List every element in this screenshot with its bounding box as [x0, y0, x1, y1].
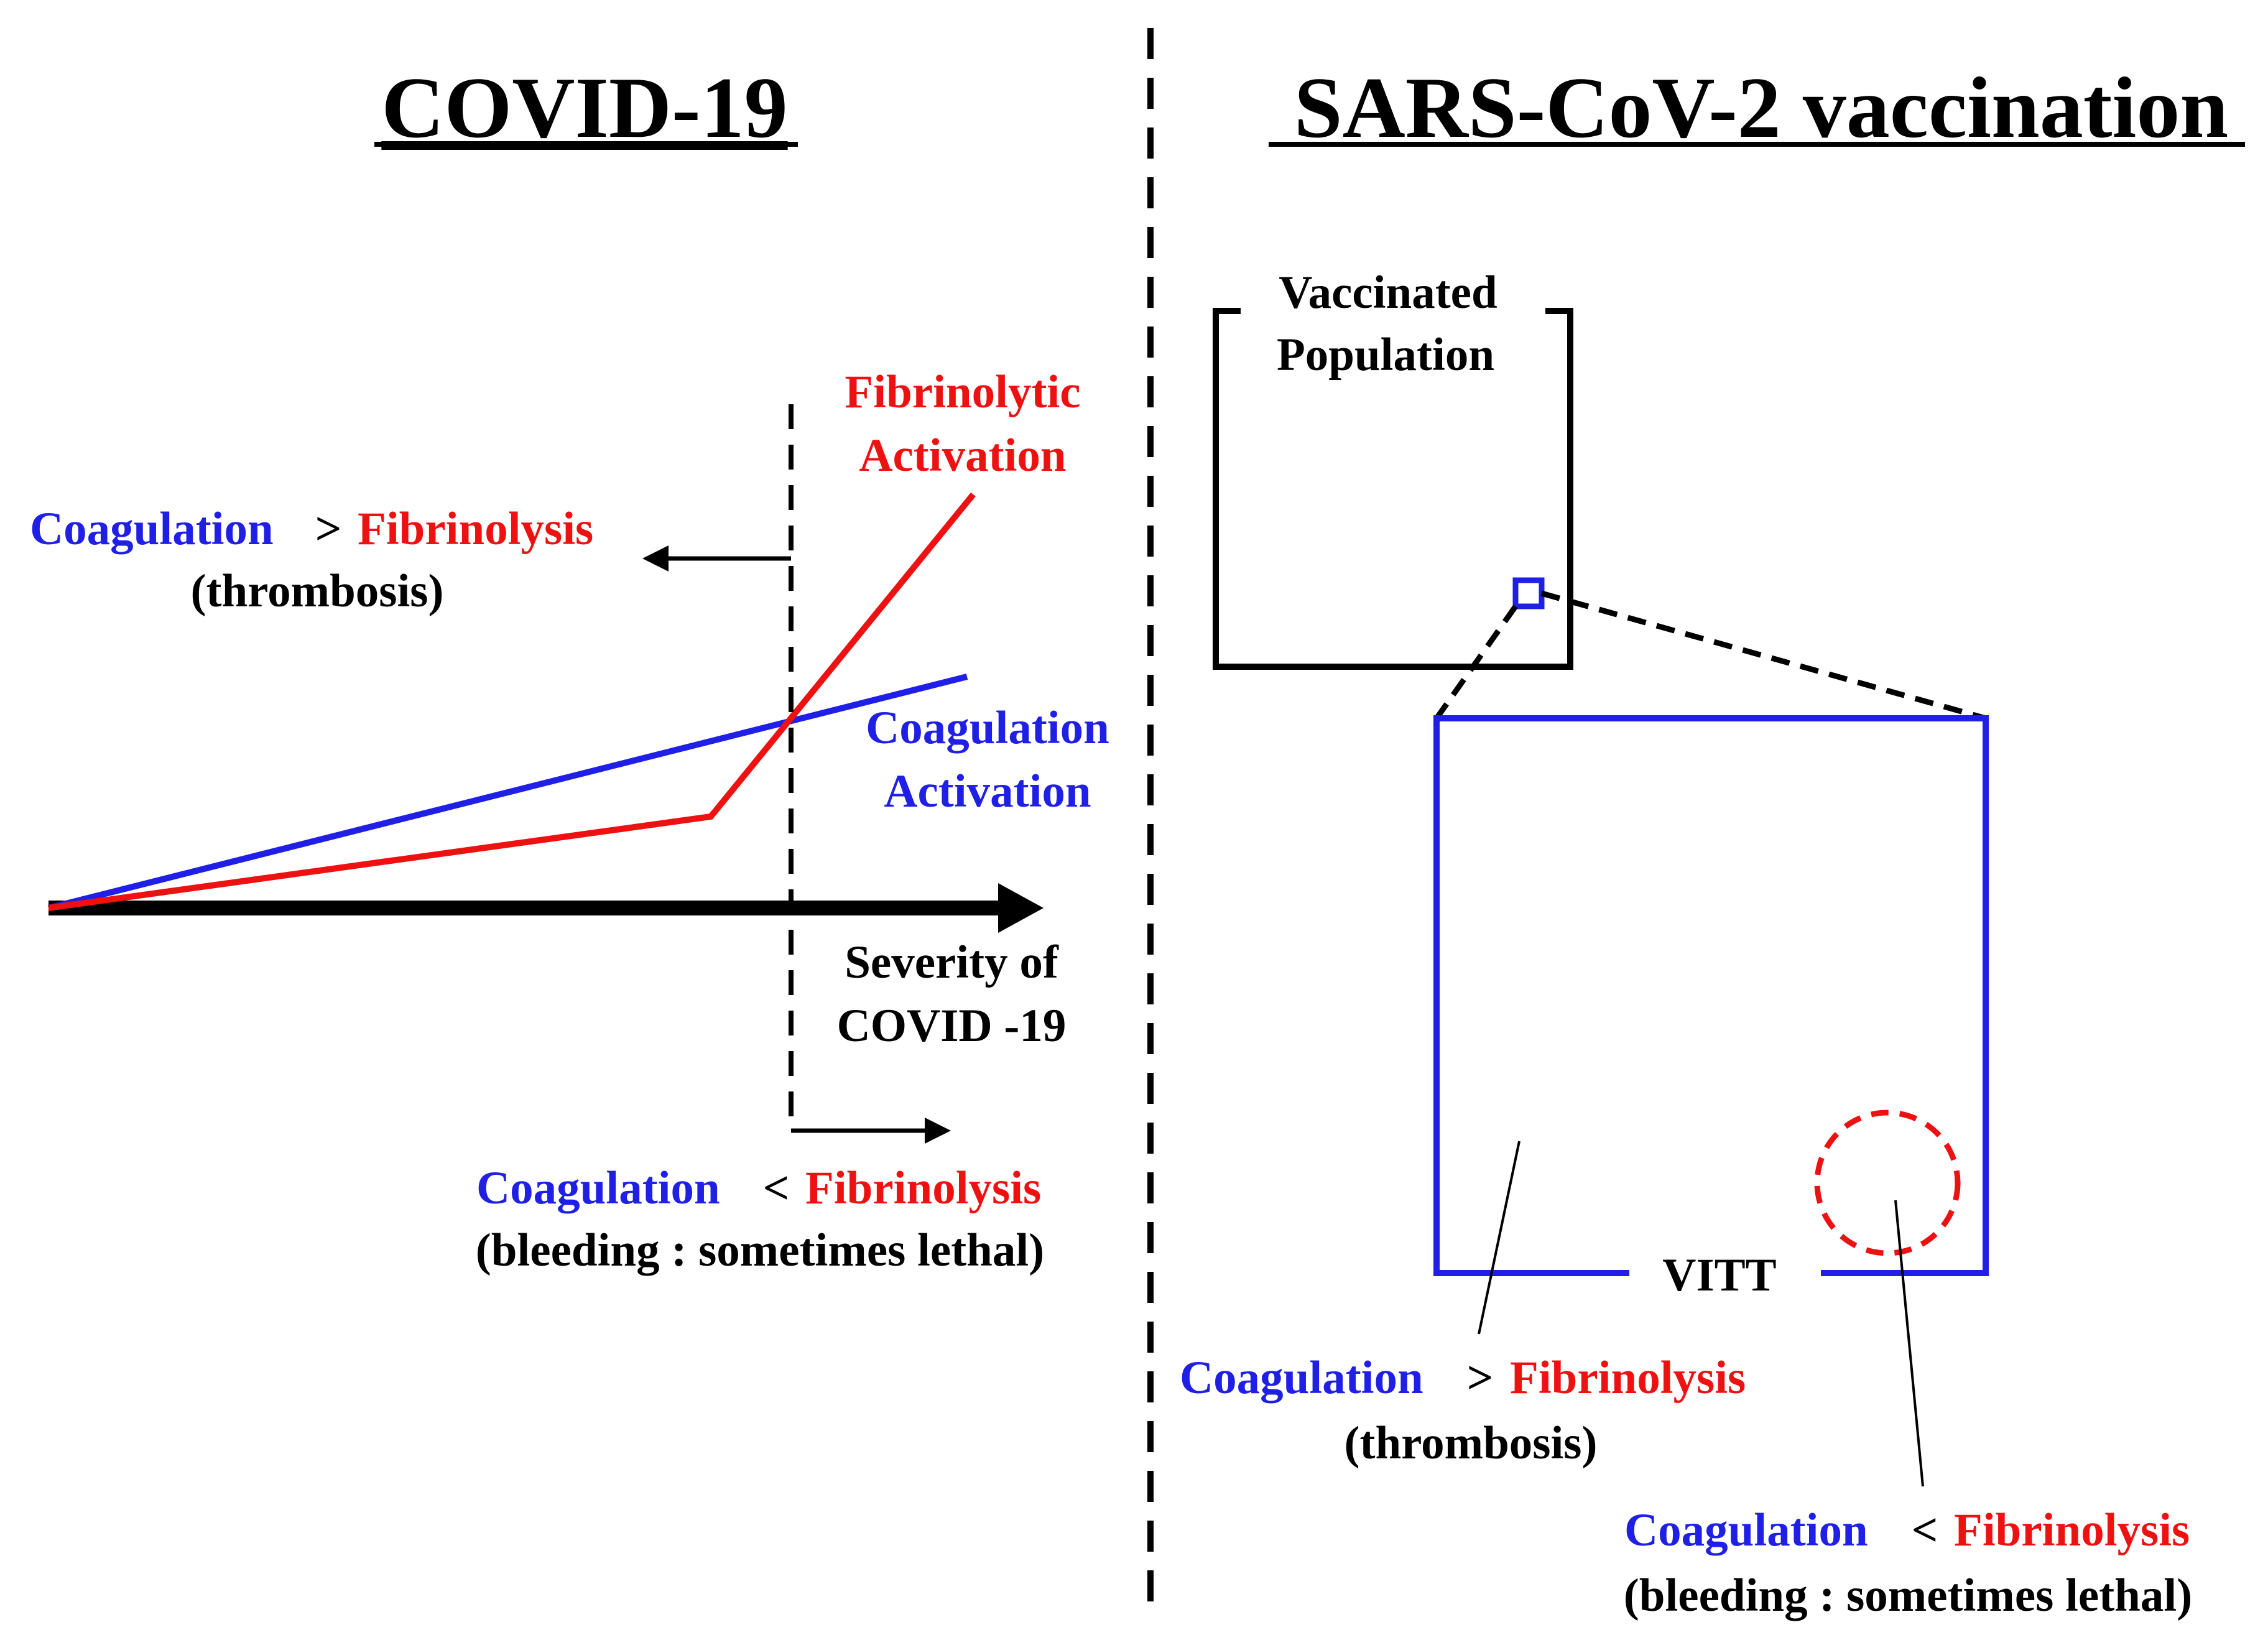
severity-axis-label-line2: COVID -19 [837, 1000, 1067, 1052]
severity-axis-label-line1: Severity of [845, 937, 1059, 988]
upper-note-operator: > [315, 503, 342, 555]
right-bleeding-coagulation: Coagulation [1624, 1504, 1868, 1556]
right-thrombosis-fibrinolysis: Fibrinolysis [1510, 1352, 1746, 1404]
right-bleeding-fibrinolysis: Fibrinolysis [1954, 1504, 2190, 1556]
vaccinated-population-label-line2: Population [1277, 329, 1494, 381]
right-bleeding-operator: < [1912, 1504, 1938, 1556]
lower-note-bleeding: (bleeding : sometimes lethal) [476, 1225, 1044, 1276]
right-thrombosis-note: (thrombosis) [1345, 1417, 1598, 1469]
vitt-box [1433, 715, 1989, 1276]
severity-axis-arrowhead [998, 883, 1044, 933]
fibrinolytic-activation-label-line1: Fibrinolytic [845, 366, 1080, 418]
upper-note-fibrinolysis: Fibrinolysis [358, 503, 593, 555]
right-thrombosis-coagulation: Coagulation [1180, 1352, 1423, 1404]
bleeding-subset-circle [1814, 1110, 1961, 1256]
left-panel-title: COVID-19 [381, 60, 787, 156]
right-thrombosis-operator: > [1467, 1352, 1494, 1404]
coagulation-activation-line [47, 674, 968, 911]
zoom-line-left [1434, 605, 1518, 720]
upper-note-coagulation: Coagulation [30, 503, 274, 555]
bleeding-leader-line [1894, 1200, 1924, 1487]
vaccinated-population-box [1213, 308, 1573, 670]
coagulation-activation-label-line1: Coagulation [866, 702, 1109, 754]
thrombosis-leader-line [1478, 1141, 1520, 1335]
fibrinolytic-activation-line [48, 492, 976, 911]
lower-note-coagulation: Coagulation [476, 1162, 720, 1214]
upper-note-thrombosis: (thrombosis) [191, 565, 444, 617]
fibrinolytic-activation-label-line2: Activation [859, 430, 1066, 481]
lower-note-fibrinolysis: Fibrinolysis [805, 1162, 1041, 1214]
right-bleeding-note: (bleeding : sometimes lethal) [1624, 1570, 2192, 1621]
coagulation-activation-label-line2: Activation [884, 766, 1091, 817]
right-panel-title: SARS-CoV-2 vaccination [1294, 60, 2228, 156]
vitt-subset-square [1512, 577, 1545, 609]
zoom-line-right [1540, 590, 1987, 721]
vaccinated-population-label-line1: Vaccinated [1279, 267, 1497, 318]
lower-note-operator: < [763, 1162, 790, 1214]
vitt-label: VITT [1662, 1249, 1776, 1301]
